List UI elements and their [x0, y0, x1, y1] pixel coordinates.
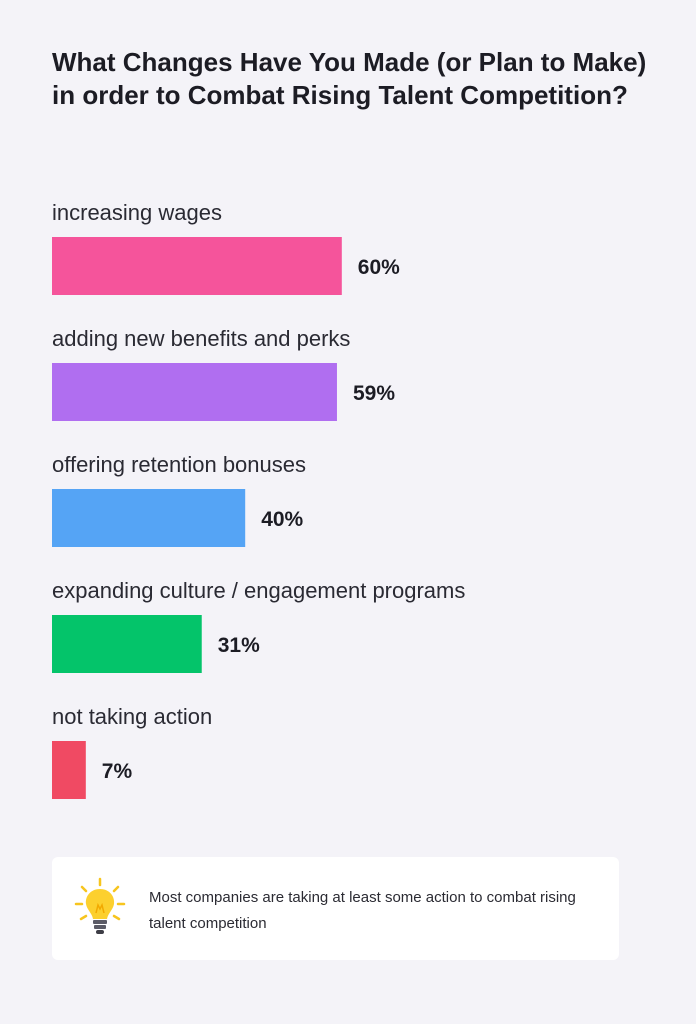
category-label: adding new benefits and perks	[52, 326, 350, 351]
category-label: offering retention bonuses	[52, 452, 306, 477]
bar	[52, 363, 337, 421]
note-text: Most companies are taking at least some …	[149, 889, 576, 932]
insight-note: Most companies are taking at least some …	[52, 857, 619, 960]
value-label: 7%	[102, 760, 133, 783]
value-label: 40%	[261, 508, 303, 531]
bar-chart: increasing wages 60% adding new benefits a…	[52, 200, 465, 799]
category-label: expanding culture / engagement programs	[52, 578, 465, 603]
category-label: increasing wages	[52, 200, 222, 225]
value-label: 60%	[358, 256, 400, 279]
category-label: not taking action	[52, 704, 212, 729]
bar	[52, 489, 246, 547]
lightbulb-icon	[74, 877, 126, 934]
bar	[52, 615, 202, 673]
value-label: 31%	[218, 634, 260, 657]
value-label: 59%	[353, 382, 395, 405]
bar	[52, 741, 86, 799]
chart-title: What Changes Have You Made (or Plan to M…	[52, 47, 647, 110]
bar	[52, 237, 342, 295]
